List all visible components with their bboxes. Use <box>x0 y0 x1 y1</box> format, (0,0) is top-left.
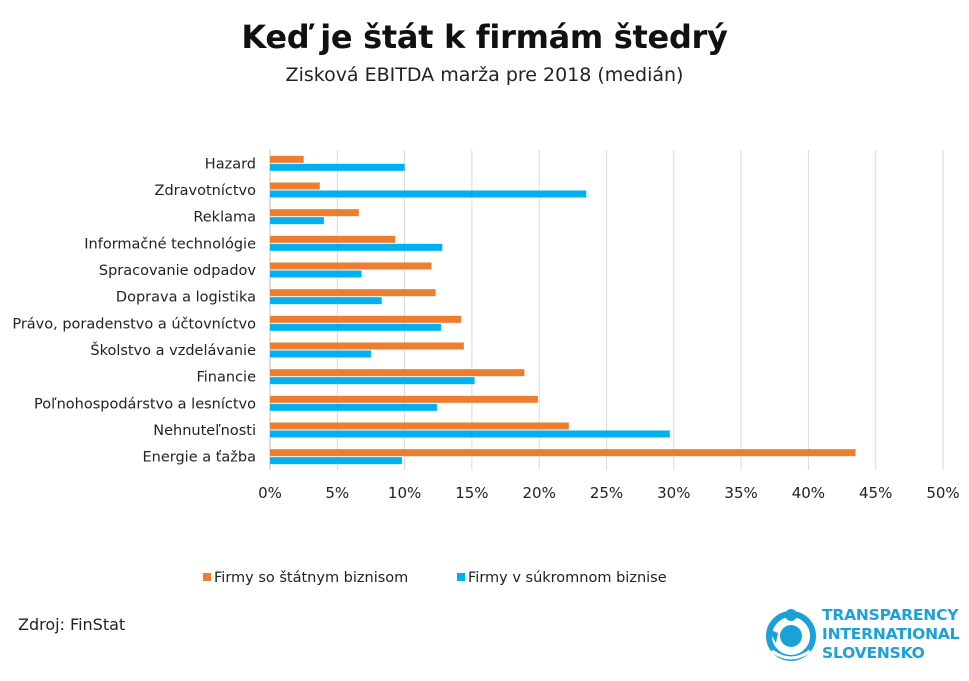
x-tick-labels: 0% 5% 10% 15% 20% 25% 30% 35% 40% 45% 50% <box>258 484 960 502</box>
bar-state <box>270 342 464 350</box>
bar-state <box>270 395 538 403</box>
bar-state <box>270 182 320 190</box>
bar-private <box>270 457 402 465</box>
bar-state <box>270 315 462 323</box>
x-tick-label: 30% <box>657 484 690 502</box>
bar-private <box>270 323 441 331</box>
bar-private <box>270 350 371 358</box>
x-tick-label: 45% <box>859 484 892 502</box>
bar-private <box>270 163 405 171</box>
category-label: Energie a ťažba <box>142 450 256 466</box>
bar-private <box>270 377 475 385</box>
x-tick-label: 0% <box>258 484 282 502</box>
legend-label: Firmy v súkromnom biznise <box>468 570 667 586</box>
ti-emblem-icon <box>766 609 816 661</box>
category-label: Reklama <box>193 210 256 226</box>
chart-subtitle: Zisková EBITDA marža pre 2018 (medián) <box>285 64 684 86</box>
category-label: Zdravotníctvo <box>155 183 257 199</box>
bar-private <box>270 190 587 198</box>
category-label: Právo, poradenstvo a účtovníctvo <box>12 316 256 332</box>
logo-line-2: INTERNATIONAL <box>822 625 960 643</box>
bar-private <box>270 430 670 438</box>
bar-private <box>270 297 382 305</box>
bar-state <box>270 209 359 217</box>
chart-title: Keď je štát k firmám štedrý <box>241 18 728 56</box>
logo-line-1: TRANSPARENCY <box>822 606 959 624</box>
category-label: Poľnohospodárstvo a lesníctvo <box>34 396 256 412</box>
bar-state <box>270 262 432 270</box>
legend-label: Firmy so štátnym biznisom <box>214 570 408 586</box>
source-note: Zdroj: FinStat <box>18 615 126 634</box>
legend-swatch <box>203 573 211 581</box>
x-tick-label: 35% <box>724 484 757 502</box>
bar-state <box>270 289 436 297</box>
category-label: Hazard <box>205 156 256 172</box>
bar-state <box>270 422 569 430</box>
logo-line-3: SLOVENSKO <box>822 644 925 662</box>
x-tick-label: 25% <box>590 484 623 502</box>
category-label: Školstvo a vzdelávanie <box>90 341 256 359</box>
gridlines <box>269 150 944 470</box>
category-labels: Hazard Zdravotníctvo Reklama Informačné tec… <box>12 156 256 465</box>
category-label: Informačné technológie <box>84 236 256 252</box>
category-label: Doprava a logistika <box>116 290 256 306</box>
bar-state <box>270 155 304 163</box>
legend-swatch <box>457 573 465 581</box>
x-tick-label: 20% <box>523 484 556 502</box>
bar-state <box>270 235 396 243</box>
x-tick-label: 5% <box>325 484 349 502</box>
bar-state <box>270 449 856 457</box>
transparency-international-logo: TRANSPARENCY INTERNATIONAL SLOVENSKO <box>766 603 966 669</box>
category-label: Financie <box>196 370 256 386</box>
category-label: Spracovanie odpadov <box>99 263 257 279</box>
x-tick-label: 40% <box>792 484 825 502</box>
x-tick-label: 15% <box>455 484 488 502</box>
bar-private <box>270 217 324 225</box>
bar-chart: Hazard Zdravotníctvo Reklama Informačné tec… <box>12 150 960 586</box>
bar-private <box>270 270 362 278</box>
bars <box>270 155 856 465</box>
bar-private <box>270 243 443 251</box>
category-label: Nehnuteľnosti <box>153 423 256 439</box>
x-tick-label: 10% <box>388 484 421 502</box>
bar-private <box>270 403 437 411</box>
bar-state <box>270 369 525 377</box>
logo-text: TRANSPARENCY INTERNATIONAL SLOVENSKO <box>822 606 960 663</box>
legend: Firmy so štátnym biznisom Firmy v súkromn… <box>203 570 667 586</box>
x-tick-label: 50% <box>926 484 959 502</box>
